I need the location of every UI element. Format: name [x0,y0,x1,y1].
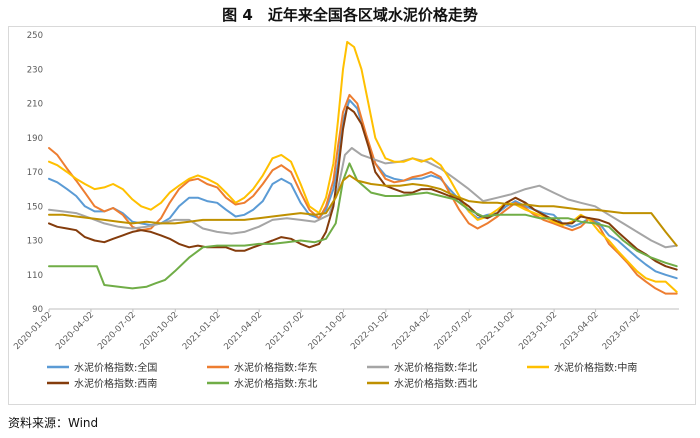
series-line-3 [48,147,678,249]
x-tick-label: 2023-01-02 [517,310,559,352]
legend: 水泥价格指数:全国 水泥价格指数:华东 水泥价格指数:华北 水泥价格指数:中南水泥价格… [47,361,637,390]
x-tick-label: 2023-07-02 [601,310,643,352]
chart-frame: 90 110 130 150 170 190 210 230 250 2020-01-02 2020… [8,26,696,405]
x-tick-label: 2020-01-02 [12,310,54,352]
y-tick-label: 90 [32,305,43,315]
series-line-2 [48,93,678,295]
x-tick-label: 2021-07-02 [264,310,306,352]
x-tick-label: 2022-04-02 [390,310,432,352]
y-tick-label: 190 [27,134,43,144]
y-tick-label: 170 [27,168,43,178]
x-tick-label: 2023-04-02 [559,310,601,352]
series-lines [48,40,678,295]
legend-item: 水泥价格指数:中南 [527,361,637,374]
x-tick-label: 2020-10-02 [138,310,180,352]
x-tick-label: 2022-10-02 [475,310,517,352]
legend-item: 水泥价格指数:华东 [207,361,317,374]
legend-item: 水泥价格指数:华北 [367,361,477,374]
legend-label: 水泥价格指数:华北 [394,361,477,374]
x-tick-label: 2022-01-02 [349,310,391,352]
series-line-7 [48,174,678,247]
series-line-6 [48,162,678,290]
x-tick-label: 2021-04-02 [222,310,264,352]
source-note: 资料来源：Wind [8,416,99,430]
legend-item: 水泥价格指数:西南 [47,377,157,390]
legend-label: 水泥价格指数:西南 [74,377,157,390]
y-tick-label: 250 [27,31,43,41]
y-tick-label: 130 [27,237,43,247]
x-tick-label: 2022-07-02 [432,310,474,352]
y-tick-label: 230 [27,65,43,75]
legend-label: 水泥价格指数:华东 [234,361,317,374]
legend-label: 水泥价格指数:中南 [554,361,637,374]
series-line-5 [48,105,678,271]
legend-item: 水泥价格指数:西北 [367,377,477,390]
x-tick-label: 2021-10-02 [307,310,349,352]
figure-title: 图 4 近年来全国各区域水泥价格走势 [222,6,478,24]
legend-item: 水泥价格指数:东北 [207,377,317,390]
legend-item: 水泥价格指数:全国 [47,361,157,374]
y-tick-label: 210 [27,100,43,110]
legend-label: 水泥价格指数:西北 [394,377,477,390]
series-line-4 [48,40,678,293]
x-tick-label: 2021-01-02 [181,310,223,352]
x-tick-label: 2020-07-02 [96,310,138,352]
legend-label: 水泥价格指数:全国 [74,361,157,374]
x-tick-label: 2020-04-02 [54,310,96,352]
legend-label: 水泥价格指数:东北 [234,377,317,390]
y-tick-label: 150 [27,202,43,212]
y-tick-label: 110 [27,271,43,281]
